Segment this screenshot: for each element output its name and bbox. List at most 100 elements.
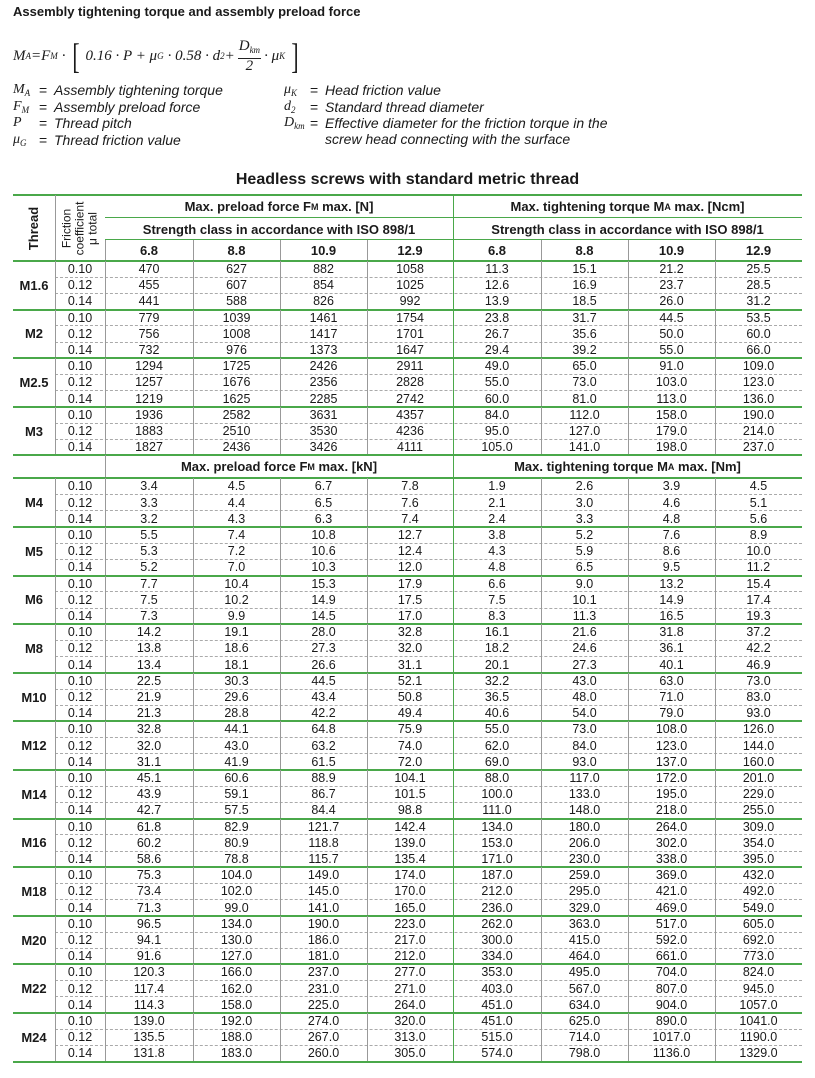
thread-name: M2 [24,326,44,342]
rule [452,867,454,916]
class-header: 6.8 [487,243,507,258]
rule [627,478,629,527]
table-value: 773.0 [742,949,775,964]
rule [627,915,629,965]
table-value: 27.3 [311,641,336,656]
table-value: 44.1 [224,722,249,737]
rule [104,1013,106,1062]
friction-value: 0.14 [67,560,93,575]
table-value: 9.0 [575,576,594,591]
table-value: 73.0 [746,673,771,688]
table-value: 10.8 [311,528,336,543]
rule [54,770,56,819]
table-value: 421.0 [655,884,688,899]
table-value: 123.0 [655,738,688,753]
rule [714,964,716,1013]
rule [452,915,454,965]
table-value: 798.0 [568,1046,601,1061]
table-value: 57.5 [224,803,249,818]
formula-part: =F [31,47,51,64]
table-value: 95.0 [484,424,510,439]
table-value: 6.7 [314,479,333,494]
table-value: 588 [226,294,247,309]
table-value: 12.6 [484,278,510,293]
table-value: 20.1 [484,657,510,672]
rule [192,915,194,965]
table-value: 334.0 [481,949,513,964]
table-value: 1025 [396,278,424,293]
friction-value: 0.10 [67,916,93,931]
table-value: 32.0 [397,641,423,656]
table-value: 4.3 [227,511,246,526]
table-value: 17.9 [397,576,423,591]
table-value: 162.0 [220,981,253,996]
table-value: 592.0 [655,933,688,948]
table-value: 21.6 [572,625,597,640]
rule [54,1013,56,1062]
table-value: 10.2 [224,592,249,607]
table-value: 9.5 [662,560,681,575]
formula-part: · μ [264,47,280,64]
table-value: 1754 [396,310,424,325]
formula-sub: 2 [220,51,225,61]
rule [540,770,542,819]
rule [55,931,802,933]
table-value: 32.0 [136,738,162,753]
table-value: 415.0 [568,933,601,948]
table-value: 2436 [222,440,251,455]
table-value: 267.0 [307,1030,340,1045]
friction-value: 0.10 [67,722,93,737]
table-value: 517.0 [655,916,688,931]
table-value: 13.9 [484,294,510,309]
table-value: 179.0 [655,424,688,439]
rule [279,358,281,407]
table-value: 492.0 [742,884,775,899]
rule [55,753,802,755]
symbol-text: M [13,82,25,97]
rule [627,964,629,1013]
table-value: 69.0 [484,754,510,769]
table-value: 73.4 [136,884,162,899]
rule [54,575,56,625]
rule [13,914,802,917]
thread-name: M5 [24,543,44,559]
rule [55,737,802,739]
friction-value: 0.12 [67,1030,93,1045]
table-value: 60.0 [746,326,771,341]
rule [192,358,194,407]
table-value: 165.0 [394,900,426,915]
table-value: 4.5 [227,479,246,494]
table-value: 976 [226,343,247,358]
table-value: 882 [313,262,334,277]
rule [627,240,629,261]
table-value: 49.4 [397,706,423,721]
rule [54,867,56,916]
rule [279,478,281,527]
table-value: 75.3 [136,868,162,883]
table-value: 79.0 [659,706,684,721]
rule [714,478,716,527]
table-value: 3.0 [575,495,594,510]
rule [452,527,454,576]
rule [55,390,802,392]
table-value: 50.8 [397,690,423,705]
table-value: 217.0 [394,933,426,948]
header-text: Max. preload force F [180,459,308,475]
class-header: 12.9 [397,243,423,258]
table-value: 7.6 [401,495,419,510]
table-value: 126.0 [742,722,775,737]
rule [627,818,629,868]
thread-name: M18 [21,883,47,899]
table-value: 2911 [396,359,424,374]
table-value: 3.8 [488,528,506,543]
rule [540,964,542,1013]
table-value: 945.0 [742,981,775,996]
table-value: 403.0 [481,981,513,996]
rule [279,527,281,576]
header-sub: A [664,201,671,212]
thread-name: M14 [21,786,47,802]
table-value: 39.2 [572,343,597,358]
table-value: 225.0 [307,997,340,1012]
rule [366,672,368,722]
table-value: 43.0 [224,738,249,753]
